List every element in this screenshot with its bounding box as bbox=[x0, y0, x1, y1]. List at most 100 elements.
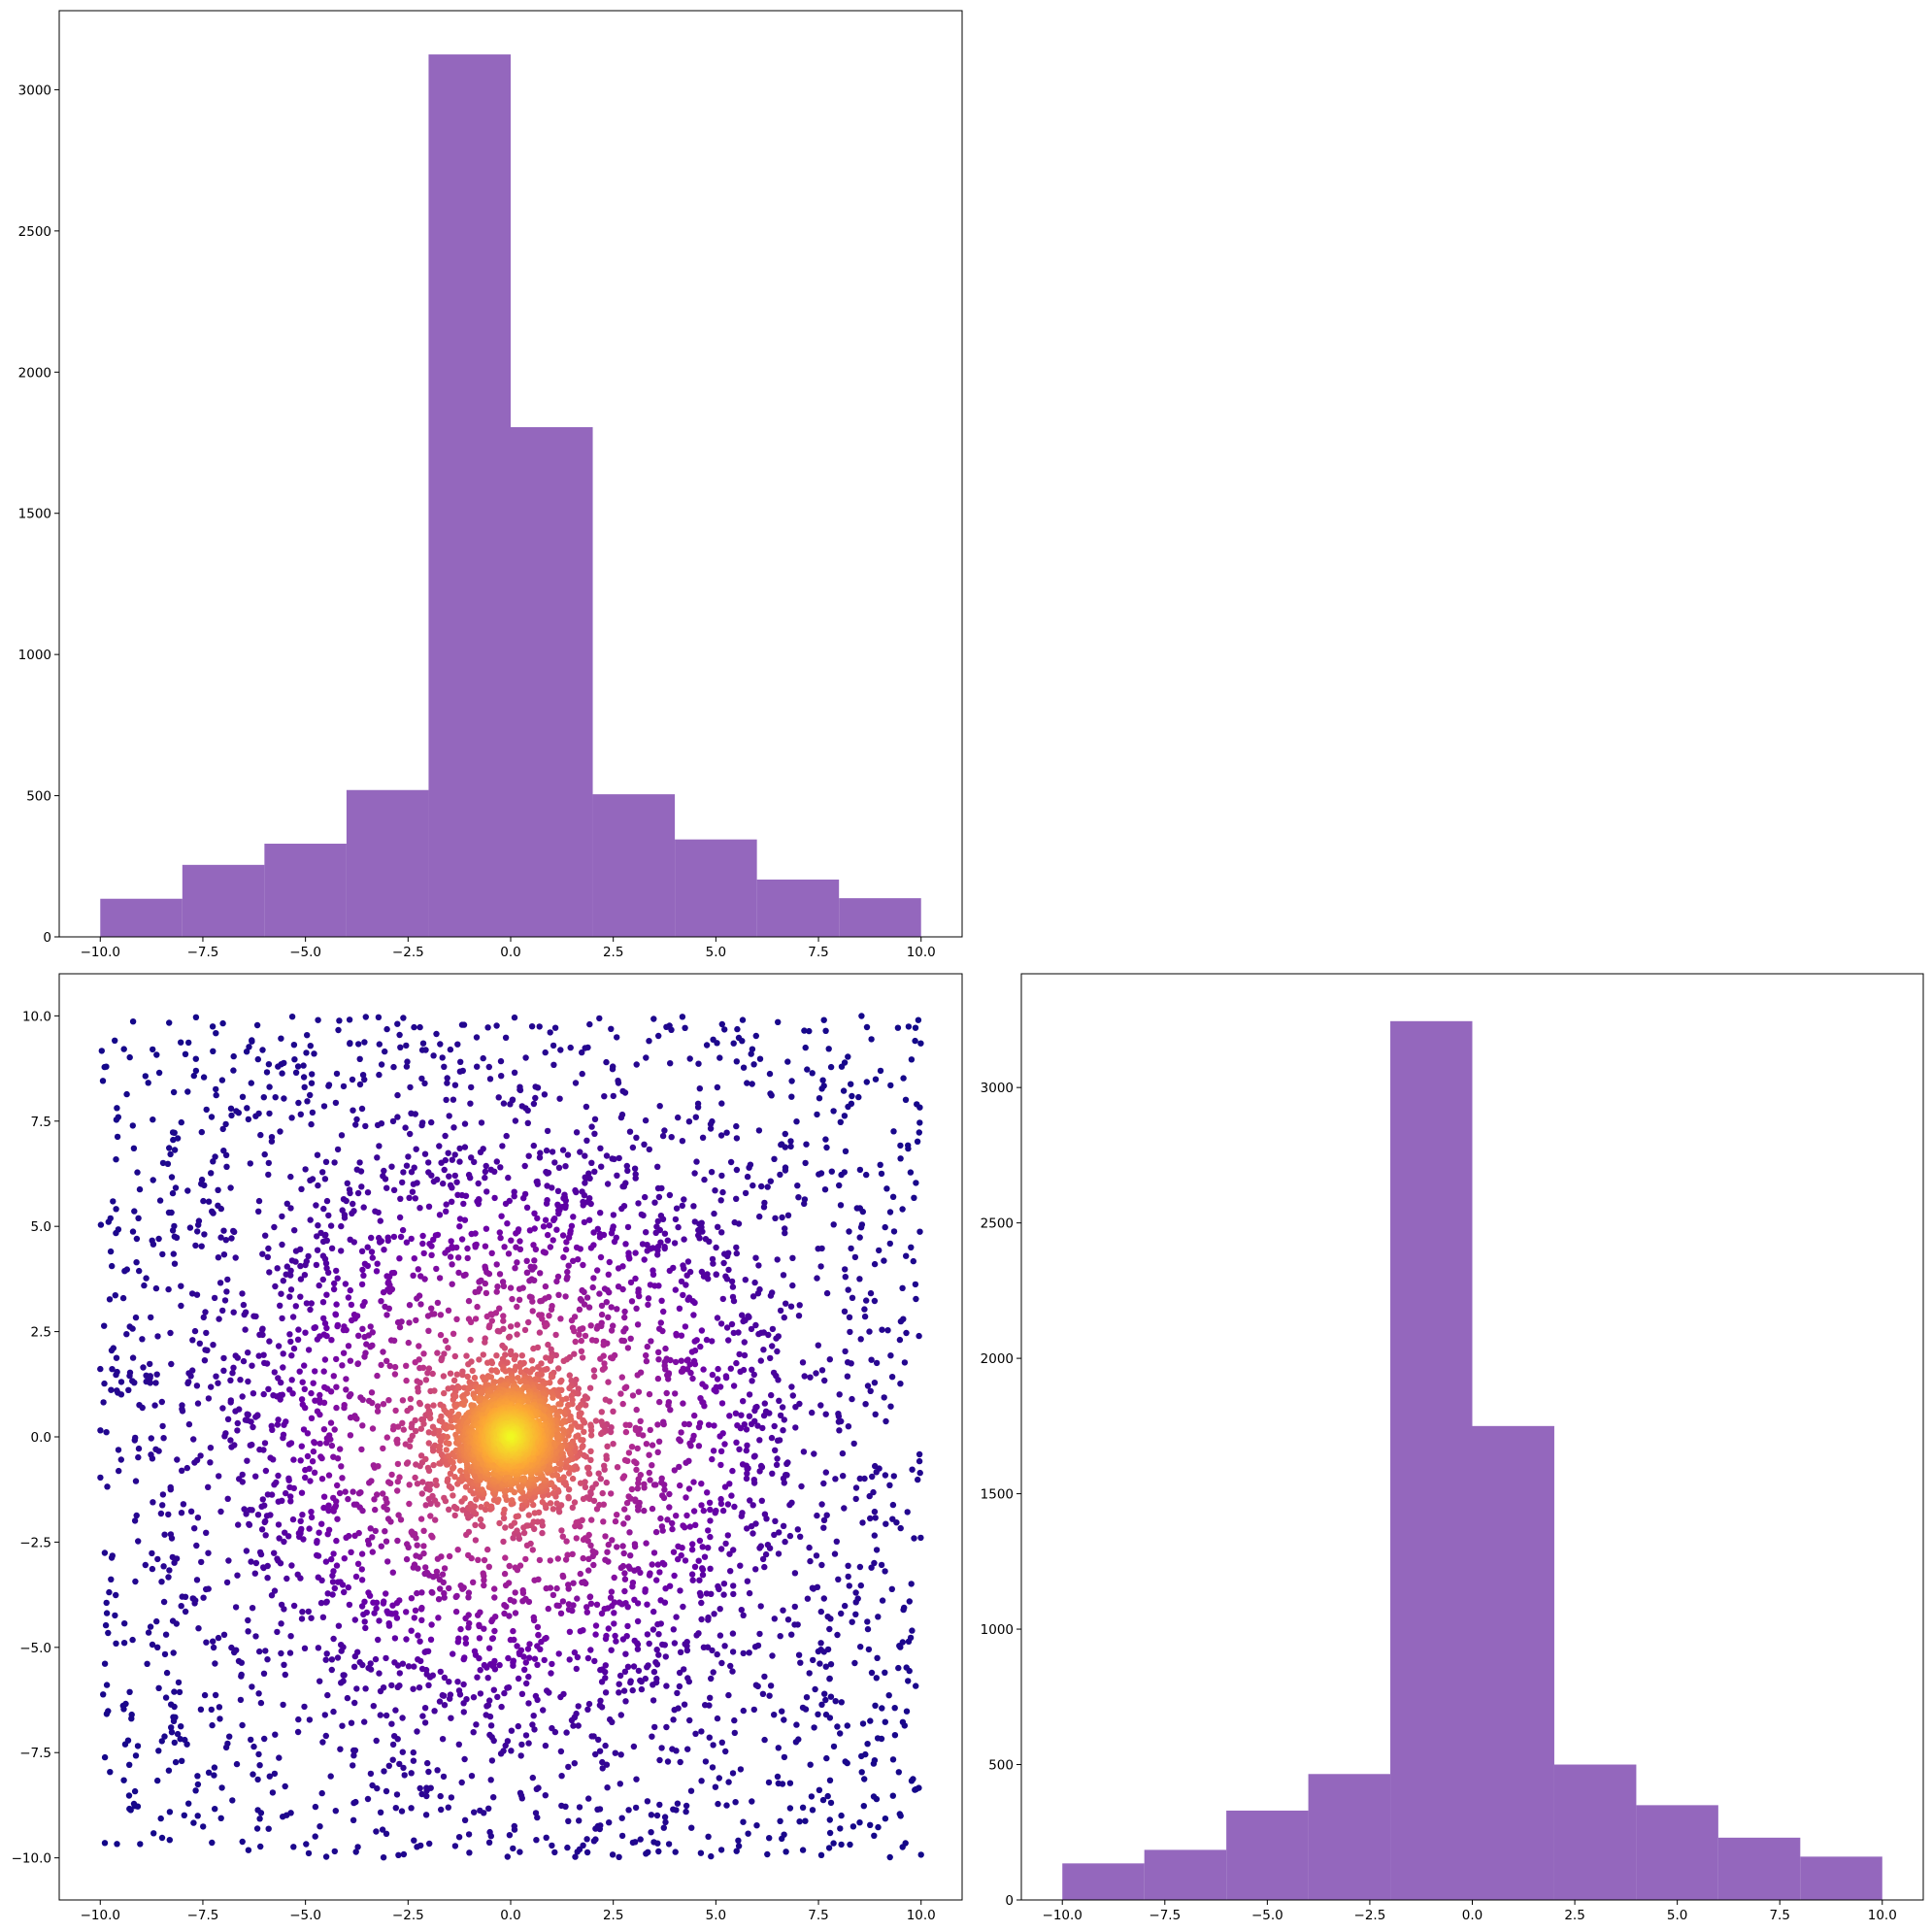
scatter-point bbox=[739, 1461, 747, 1468]
scatter-point bbox=[580, 1202, 586, 1209]
scatter-point bbox=[297, 1276, 305, 1282]
scatter-point bbox=[621, 1576, 629, 1582]
scatter-point bbox=[316, 1678, 323, 1684]
scatter-point bbox=[611, 1238, 618, 1246]
scatter-point bbox=[224, 1276, 231, 1283]
scatter-point bbox=[888, 1585, 895, 1593]
scatter-point bbox=[623, 1499, 631, 1507]
scatter-point bbox=[317, 1599, 325, 1607]
scatter-point bbox=[537, 1149, 544, 1156]
scatter-point bbox=[383, 1830, 390, 1838]
scatter-point bbox=[656, 1398, 663, 1406]
scatter-point bbox=[367, 1323, 374, 1330]
scatter-point bbox=[616, 1154, 622, 1162]
scatter-point bbox=[424, 1759, 431, 1767]
scatter-point bbox=[868, 1669, 876, 1677]
scatter-point bbox=[569, 1475, 577, 1482]
scatter-point bbox=[291, 1227, 298, 1234]
scatter-point bbox=[147, 1375, 153, 1382]
scatter-point bbox=[605, 1625, 612, 1632]
scatter-point bbox=[436, 1143, 443, 1149]
scatter-point bbox=[358, 1248, 366, 1255]
scatter-point bbox=[406, 1319, 413, 1326]
scatter-point bbox=[826, 1676, 833, 1682]
scatter-point bbox=[916, 1457, 923, 1465]
scatter-point bbox=[168, 1360, 175, 1368]
scatter-point bbox=[262, 1532, 269, 1539]
scatter-point bbox=[358, 1603, 366, 1610]
scatter-point bbox=[274, 1628, 281, 1636]
scatter-point bbox=[530, 1142, 537, 1149]
scatter-point bbox=[553, 1602, 560, 1609]
scatter-point bbox=[585, 1567, 592, 1574]
y-tick-label: 2500 bbox=[18, 224, 51, 240]
scatter-point bbox=[312, 1324, 318, 1331]
scatter-point bbox=[361, 1718, 368, 1725]
scatter-point bbox=[908, 1581, 915, 1587]
scatter-point bbox=[451, 1151, 458, 1158]
scatter-point bbox=[440, 1373, 448, 1380]
scatter-point bbox=[632, 1249, 639, 1256]
scatter-point bbox=[367, 1525, 374, 1532]
scatter-point bbox=[684, 1296, 691, 1303]
scatter-point bbox=[390, 1233, 398, 1241]
scatter-point bbox=[622, 1428, 630, 1436]
scatter-point bbox=[553, 1500, 560, 1507]
scatter-point bbox=[194, 1813, 201, 1819]
scatter-point bbox=[488, 1311, 496, 1318]
scatter-point bbox=[838, 1171, 845, 1179]
scatter-point bbox=[390, 1423, 397, 1430]
scatter-point bbox=[314, 1151, 321, 1158]
scatter-point bbox=[694, 1104, 702, 1111]
scatter-point bbox=[482, 1280, 488, 1287]
scatter-point bbox=[301, 1272, 309, 1279]
scatter-point bbox=[375, 1463, 382, 1470]
scatter-point bbox=[585, 1700, 593, 1708]
scatter-point bbox=[577, 1149, 583, 1155]
scatter-point bbox=[425, 1768, 432, 1776]
scatter-point bbox=[889, 1193, 897, 1201]
scatter-point bbox=[425, 1203, 433, 1211]
scatter-point bbox=[240, 1301, 248, 1309]
scatter-point bbox=[237, 1696, 245, 1704]
scatter-point bbox=[307, 1306, 314, 1314]
scatter-point bbox=[353, 1685, 360, 1692]
scatter-point bbox=[645, 1662, 651, 1669]
scatter-point bbox=[297, 1262, 304, 1270]
scatter-point bbox=[708, 1169, 716, 1176]
scatter-point bbox=[820, 1480, 827, 1487]
scatter-point bbox=[380, 1349, 386, 1355]
scatter-point bbox=[253, 1825, 261, 1832]
scatter-point bbox=[310, 1448, 317, 1455]
scatter-point bbox=[490, 1794, 497, 1801]
scatter-point bbox=[621, 1570, 628, 1577]
scatter-point bbox=[443, 1096, 450, 1104]
scatter-point bbox=[752, 1566, 759, 1573]
scatter-point bbox=[401, 1772, 408, 1779]
scatter-point bbox=[280, 1364, 286, 1371]
scatter-point bbox=[347, 1040, 353, 1048]
scatter-point bbox=[334, 1275, 341, 1282]
scatter-point bbox=[881, 1394, 887, 1401]
scatter-point bbox=[482, 1168, 489, 1176]
scatter-point bbox=[353, 1416, 360, 1422]
scatter-point bbox=[602, 1662, 609, 1669]
scatter-point bbox=[126, 1372, 133, 1380]
scatter-point bbox=[647, 1426, 653, 1434]
scatter-point bbox=[411, 1615, 417, 1621]
scatter-point bbox=[394, 1537, 401, 1545]
scatter-point bbox=[858, 1013, 865, 1019]
scatter-point bbox=[642, 1586, 649, 1593]
scatter-point bbox=[584, 1654, 592, 1662]
scatter-point bbox=[697, 1395, 704, 1402]
scatter-point bbox=[769, 1652, 776, 1659]
scatter-point bbox=[782, 1130, 788, 1138]
scatter-point bbox=[129, 1122, 136, 1129]
scatter-point bbox=[144, 1660, 150, 1668]
scatter-point bbox=[325, 1212, 332, 1219]
scatter-point bbox=[416, 1684, 423, 1691]
scatter-point bbox=[185, 1420, 193, 1428]
scatter-point bbox=[725, 1779, 732, 1785]
scatter-point bbox=[615, 1283, 622, 1290]
